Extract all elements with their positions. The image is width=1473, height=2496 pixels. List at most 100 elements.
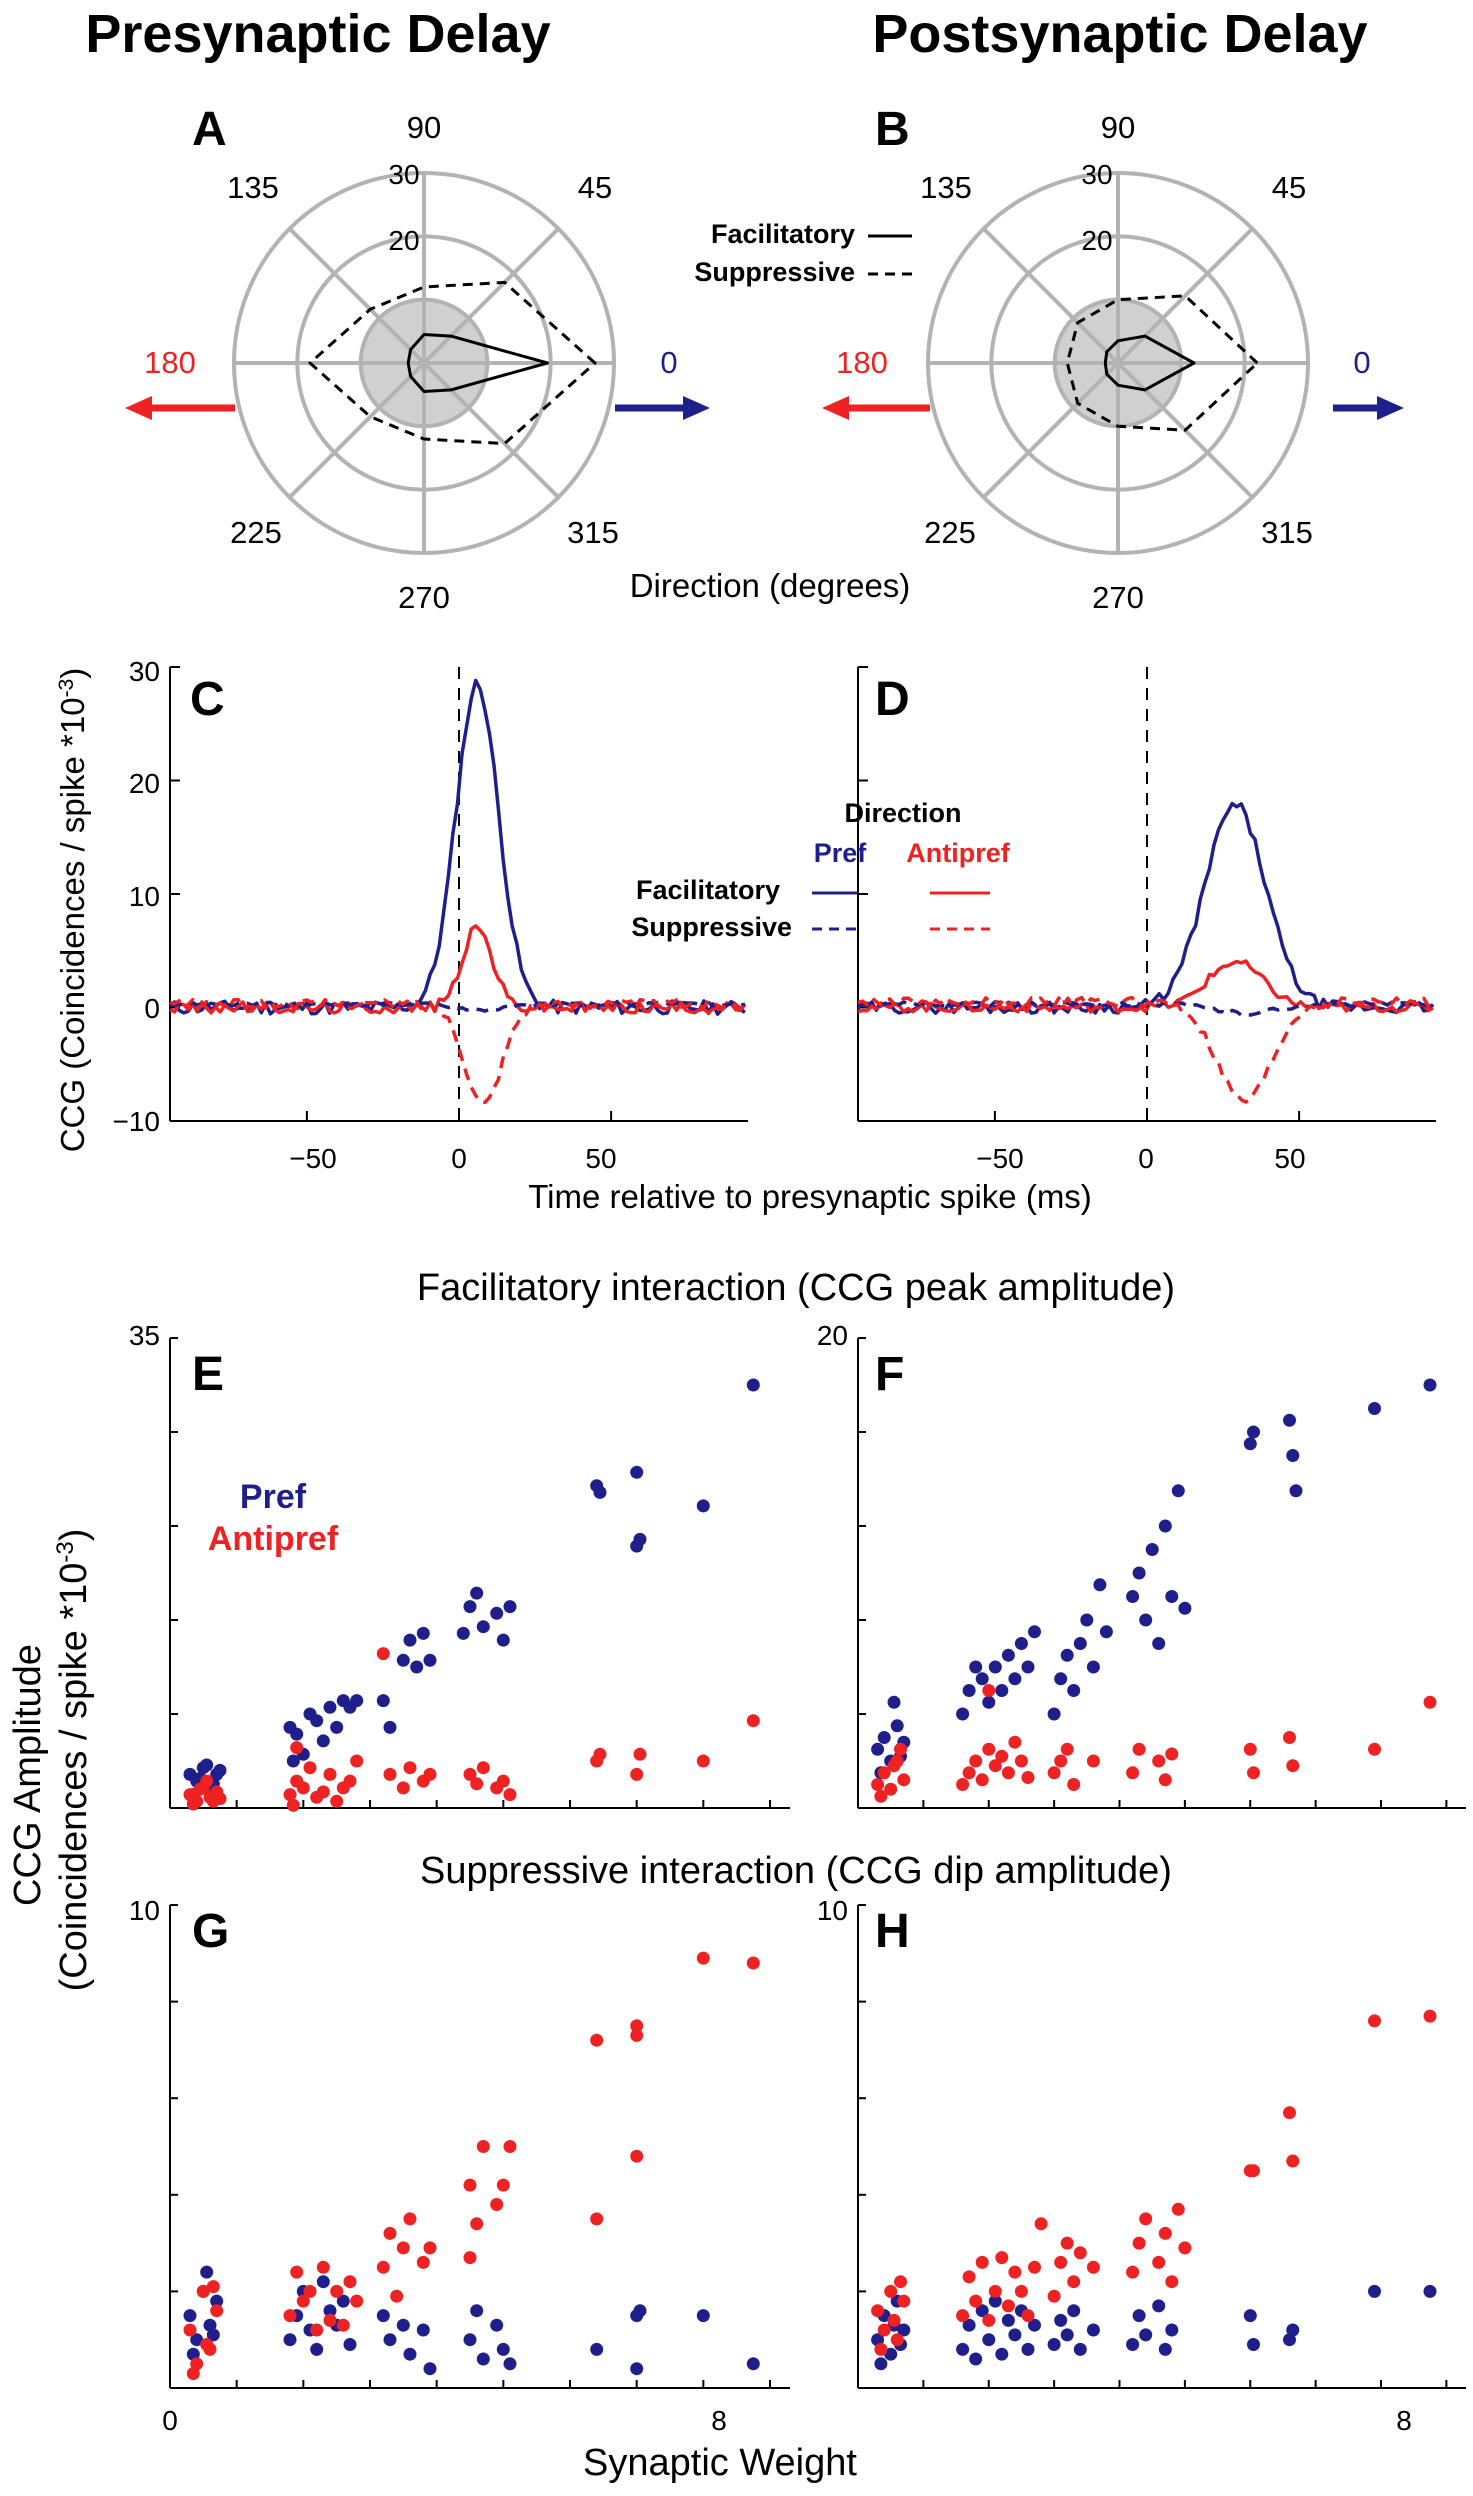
scatter-g-xtick-0: 0 [162,2405,178,2436]
scatter-h-pref-point-8 [956,2342,970,2356]
scatter-h-antipref-point-9 [962,2270,976,2284]
scatter-f-antipref-point-35 [1423,1695,1437,1709]
ccg-d-series-pref-facilitatory [856,801,1435,1015]
scatter-f-pref-point-29 [1126,1590,1140,1603]
scatter-f-pref-point-42 [1289,1484,1303,1498]
scatter-f-pref-point-30 [1132,1566,1146,1580]
scatter-f-antipref-point-20 [1047,1766,1061,1780]
scatter-h-antipref-point-30 [1152,2255,1166,2269]
scatter-h-antipref-point-3 [890,2333,904,2347]
scatter-g-pref-point-4 [210,2294,224,2308]
scatter-h-pref-point-24 [1073,2342,1087,2356]
ccg-ytick-20: 20 [129,768,160,799]
polar-b-label-225: 225 [924,515,976,550]
ccg-c-xtick-neg50: −50 [289,1143,337,1174]
scatter-e-pref-point-23 [383,1720,397,1734]
scatter-f-pref-point-0 [871,1742,885,1756]
scatter-g-antipref-point-11 [303,2284,317,2298]
scatter-h-antipref-point-36 [1247,2164,1260,2178]
scatter-g-antipref-point-0 [183,2323,197,2337]
scatter-f-antipref-point-27 [1152,1754,1166,1768]
scatter-f-antipref-point-19 [982,1684,996,1697]
left-column-title: Presynaptic Delay [85,4,550,64]
polar-b-label-270: 270 [1092,580,1144,615]
scatter-h-pref-point-21 [1054,2313,1068,2327]
scatter-h-pref-point-13 [988,2294,1002,2308]
scatter-f-antipref-point-33 [1286,1759,1300,1773]
scatter-e-antipref-point-20 [350,1754,364,1768]
scatter-xlabel: Synaptic Weight [583,2442,857,2484]
scatter-g-pref-point-29 [503,2357,517,2371]
scatter-f-antipref-point-0 [871,1778,885,1791]
scatter-e-pref-point-15 [316,1734,330,1748]
scatter-g-antipref-point-16 [336,2318,350,2332]
ccg-d-xtick-neg50: −50 [976,1143,1024,1174]
polar-a-spoke-135 [288,227,426,365]
suppressive-section-title: Suppressive interaction (CCG dip amplitu… [420,1850,1172,1892]
scatter-h-antipref-point-37 [1283,2106,1296,2120]
scatter-h-pref-point-36 [1368,2284,1381,2298]
scatter-h-pref-point-19 [1028,2318,1041,2332]
scatter-g-pref-point-7 [206,2328,220,2342]
scatter-plot-e [169,1337,790,1812]
scatter-f-pref-point-10 [969,1660,983,1674]
scatter-g-antipref-point-34 [590,2033,604,2047]
scatter-h-antipref-point-32 [1165,2275,1179,2289]
scatter-ylabel-close: ) [53,1529,95,1542]
polar-a-label-225: 225 [230,515,282,550]
scatter-h-antipref-point-28 [1132,2236,1146,2250]
scatter-f-antipref-point-7 [894,1742,907,1756]
scatter-g-antipref-point-12 [310,2323,324,2337]
ccg-ylabel: CCG (Coincidences / spike *10-3) [54,668,91,1153]
ccg-legend: Direction Pref Antipref Facilitatory Sup… [631,798,1010,942]
scatter-g-antipref-point-9 [290,2265,304,2279]
polar-a-label-180: 180 [144,345,196,380]
ccg-ytick-30: 30 [129,656,160,687]
scatter-f-antipref-point-31 [1247,1766,1260,1780]
scatter-f-pref-point-19 [1028,1625,1041,1639]
ccg-c-series-antipref-suppressive [169,997,746,1105]
scatter-e-antipref-point-16 [323,1767,337,1781]
scatter-f-pref-point-9 [962,1684,976,1697]
scatter-h-xtick-8: 8 [1396,2405,1412,2436]
polar-a-series-solid [406,333,549,393]
panel-letter-f: F [875,1348,904,1401]
scatter-f-antipref-point-10 [969,1754,983,1768]
panel-letter-h: H [875,1905,910,1958]
scatter-g-antipref-point-17 [343,2275,357,2289]
polar-b-label-180: 180 [836,345,888,380]
scatter-g-antipref-point-39 [746,1956,760,1970]
ccg-c-xtick-50: 50 [585,1143,616,1174]
scatter-f-pref-point-39 [1247,1425,1260,1439]
scatter-g-antipref-point-26 [463,2251,477,2265]
polar-plot-a [232,171,616,555]
polar-a-spoke-315 [422,361,560,499]
scatter-f-pref-point-23 [1067,1684,1081,1697]
scatter-h-pref-point-32 [1243,2309,1257,2323]
scatter-h-antipref-point-15 [1001,2299,1015,2313]
scatter-g-pref-point-0 [183,2309,197,2323]
scatter-g-pref-point-24 [463,2333,477,2347]
scatter-e-pref-point-37 [593,1485,607,1499]
scatter-f-pref-point-43 [1368,1402,1381,1415]
scatter-h-pref-point-2 [884,2347,898,2361]
scatter-g-antipref-point-10 [296,2294,310,2308]
panel-letter-e: E [192,1348,224,1401]
polar-a-label-315: 315 [567,515,619,550]
scatter-f-pref-point-12 [982,1695,996,1709]
scatter-h-antipref-point-38 [1286,2154,1300,2168]
scatter-e-antipref-point-8 [193,1782,207,1796]
scatter-f-antipref-point-23 [1067,1778,1081,1791]
scatter-g-pref-point-8 [283,2333,297,2347]
ccg-c-series-antipref-facilitatory [169,924,747,1015]
scatter-e-antipref-point-10 [283,1788,297,1802]
scatter-f-pref-point-28 [1099,1625,1113,1639]
scatter-f-antipref-point-17 [1014,1754,1028,1768]
scatter-h-pref-point-4 [897,2323,911,2337]
panel-letter-a: A [192,103,227,156]
scatter-g-antipref-point-8 [283,2309,297,2323]
scatter-e-pref-point-21 [286,1754,300,1768]
scatter-g-pref-point-22 [416,2323,430,2337]
scatter-g-pref-point-21 [403,2347,417,2361]
scatter-h-pref-point-31 [1165,2323,1179,2337]
